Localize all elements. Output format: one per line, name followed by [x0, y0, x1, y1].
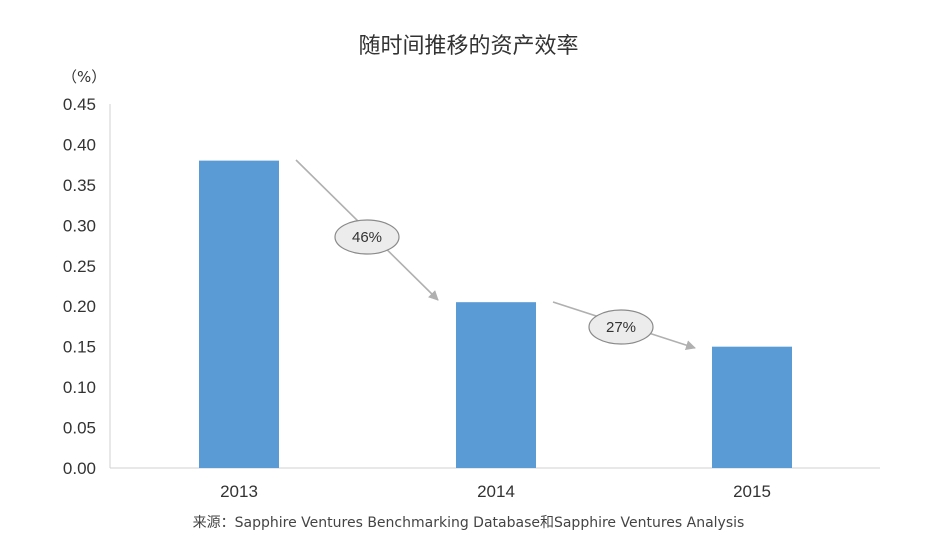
y-tick-label: 0.35 [63, 176, 96, 195]
bar-2013 [199, 160, 279, 468]
x-tick-label: 2014 [477, 482, 515, 501]
y-tick-label: 0.15 [63, 338, 96, 357]
change-bubble [334, 219, 400, 255]
change-label: 27% [606, 319, 636, 336]
source-note: 来源：Sapphire Ventures Benchmarking Databa… [192, 515, 745, 531]
change-bubble [588, 309, 654, 345]
x-tick-label: 2013 [220, 482, 258, 501]
y-tick-label: 0.25 [63, 257, 96, 276]
bar-2015 [712, 346, 792, 468]
y-tick-label: 0.40 [63, 135, 96, 154]
change-label: 46% [352, 229, 382, 246]
y-tick-label: 0.30 [63, 216, 96, 235]
bar-2014 [456, 302, 536, 468]
y-tick-label: 0.00 [63, 459, 96, 478]
x-tick-label: 2015 [733, 482, 771, 501]
y-tick-label: 0.20 [63, 297, 96, 316]
y-tick-label: 0.45 [63, 95, 96, 114]
y-tick-label: 0.05 [63, 419, 96, 438]
y-axis-unit-label: （%） [62, 68, 107, 86]
chart-title: 随时间推移的资产效率 [358, 34, 579, 59]
y-tick-label: 0.10 [63, 378, 96, 397]
